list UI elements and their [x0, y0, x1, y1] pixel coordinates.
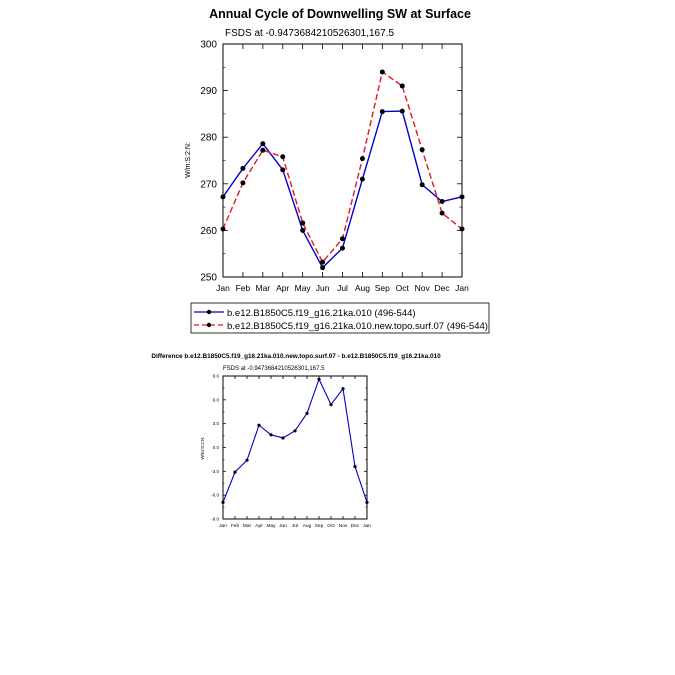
chart1-x-tick-label: Dec: [435, 283, 451, 293]
chart2-y-tick-label: -3.0: [211, 469, 219, 474]
chart1-ylabel: W/m:S:2:N:: [185, 142, 192, 178]
chart1-x-tick-label: Jan: [216, 283, 230, 293]
legend-label-series-1: b.e12.B1850C5.f19_g16.21ka.010 (496-544): [227, 308, 416, 319]
chart1-series-1-point: [220, 194, 226, 200]
chart1-series-1-point: [459, 194, 465, 200]
chart2-ylabel: W/m:S:2:N:: [200, 436, 205, 459]
chart1-y-tick-label: 270: [200, 179, 217, 190]
chart2-series-1-point: [341, 387, 345, 391]
chart1-series-2-point: [260, 147, 266, 153]
legend-marker-series-1: [206, 309, 212, 315]
chart2-subtitle: FSDS at -0.9473684210526301,167.5: [223, 366, 325, 372]
chart2-x-tick-label: Jan: [363, 523, 371, 529]
chart1-series-2-point: [220, 226, 226, 232]
chart1-series-2-point: [240, 180, 246, 186]
chart2-x-tick-label: Jan: [219, 523, 227, 529]
chart1-x-tick-label: Oct: [396, 283, 410, 293]
chart1-series-1-point: [300, 227, 306, 233]
chart1-x-tick-label: Nov: [415, 283, 431, 293]
legend-box: [190, 302, 490, 334]
chart1-series-1-point: [379, 109, 385, 115]
chart1-series-1-point: [280, 167, 286, 173]
chart1-series-1-point: [419, 182, 425, 188]
chart1-series-2-point: [280, 154, 286, 160]
chart2-x-tick-label: Feb: [231, 523, 240, 529]
chart2-x-tick-label: Aug: [303, 523, 312, 529]
chart2-series-1-point: [305, 411, 309, 415]
chart1-x-tick-label: Aug: [355, 283, 370, 293]
chart2-series-1-point: [233, 470, 237, 474]
chart2-y-tick-label: -9.0: [211, 517, 219, 522]
chart1-y-tick-label: 300: [200, 40, 217, 51]
chart1-x-tick-label: Mar: [256, 283, 271, 293]
chart1-series-2-point: [300, 220, 306, 226]
legend-marker-series-2: [206, 322, 212, 328]
chart1-series-2-point: [459, 226, 465, 232]
chart1-x-tick-label: Feb: [236, 283, 251, 293]
chart2-x-tick-label: Jul: [292, 523, 298, 529]
chart1-x-tick-label: Jun: [316, 283, 330, 293]
chart1-series-2-point: [340, 236, 345, 242]
chart2-series-1-point: [281, 436, 285, 440]
chart1-x-tick-label: Sep: [375, 283, 390, 293]
chart2-x-tick-label: Oct: [327, 523, 335, 529]
chart2-x-tick-label: Sep: [315, 523, 324, 529]
chart2-y-tick-label: 9.0: [213, 374, 220, 379]
chart1-series-1-point: [439, 199, 445, 205]
chart2-x-tick-label: Mar: [243, 523, 252, 529]
chart2-series-1-point: [221, 500, 225, 504]
chart2-series-1-point: [353, 464, 357, 469]
chart2-x-tick-label: Apr: [255, 523, 263, 529]
chart1-series-line-1: [222, 110, 463, 269]
chart1-series-1-point: [359, 176, 365, 182]
chart2-y-tick-label: 6.0: [213, 397, 220, 402]
chart1-series-line-2: [222, 71, 463, 263]
chart1-series-2-point: [419, 147, 425, 153]
chart2-title: Difference b.e12.B1850C5.f19_g16.21ka.01…: [151, 353, 441, 360]
chart2-series-line-1: [222, 378, 368, 503]
chart2-series-1-point: [365, 500, 369, 504]
chart1-x-tick-label: May: [295, 283, 312, 293]
chart1-x-tick-label: Jul: [337, 283, 348, 293]
chart2-series-1-point: [293, 429, 297, 433]
chart2-series-1-point: [317, 377, 321, 381]
chart1-series-2-point: [439, 210, 445, 216]
chart1-x-tick-label: Apr: [276, 283, 289, 293]
chart1-x-tick-label: Jan: [455, 283, 469, 293]
chart1-series-1-point: [399, 108, 405, 114]
chart2-x-tick-label: Jun: [279, 523, 287, 529]
chart1-series-2-point: [320, 259, 326, 265]
chart1-y-tick-label: 290: [200, 86, 217, 97]
chart1-series-2-point: [399, 83, 405, 89]
chart2-x-tick-label: May: [266, 523, 276, 529]
chart1-y-tick-label: 250: [200, 273, 217, 284]
chart1-series-2-point: [379, 69, 385, 75]
chart2-series-1-point: [245, 458, 249, 462]
chart2-series-1-point: [257, 423, 261, 427]
chart1-subtitle: FSDS at -0.9473684210526301,167.5: [225, 28, 394, 39]
chart1-title: Annual Cycle of Downwelling SW at Surfac…: [209, 7, 471, 21]
chart2-series-1-point: [329, 403, 333, 407]
legend-label-series-2: b.e12.B1850C5.f19_g16.21ka.010.new.topo.…: [227, 321, 488, 332]
chart1-y-tick-label: 280: [200, 133, 217, 144]
chart2-y-tick-label: 3.0: [213, 421, 220, 426]
chart2-y-tick-label: -6.0: [211, 493, 219, 498]
chart1-series-1-point: [340, 245, 345, 251]
chart2-x-tick-label: Nov: [339, 523, 348, 529]
chart1-y-tick-label: 260: [200, 226, 217, 237]
chart1-series-2-point: [359, 156, 365, 162]
chart1-series-1-point: [320, 265, 326, 271]
chart1-series-1-point: [240, 165, 246, 171]
chart2-y-tick-label: 0.0: [213, 445, 220, 450]
chart2-plot-frame: [222, 375, 368, 520]
chart2-x-tick-label: Dec: [351, 523, 360, 529]
chart1-series-1-point: [260, 141, 266, 147]
chart2-series-1-point: [269, 433, 273, 437]
